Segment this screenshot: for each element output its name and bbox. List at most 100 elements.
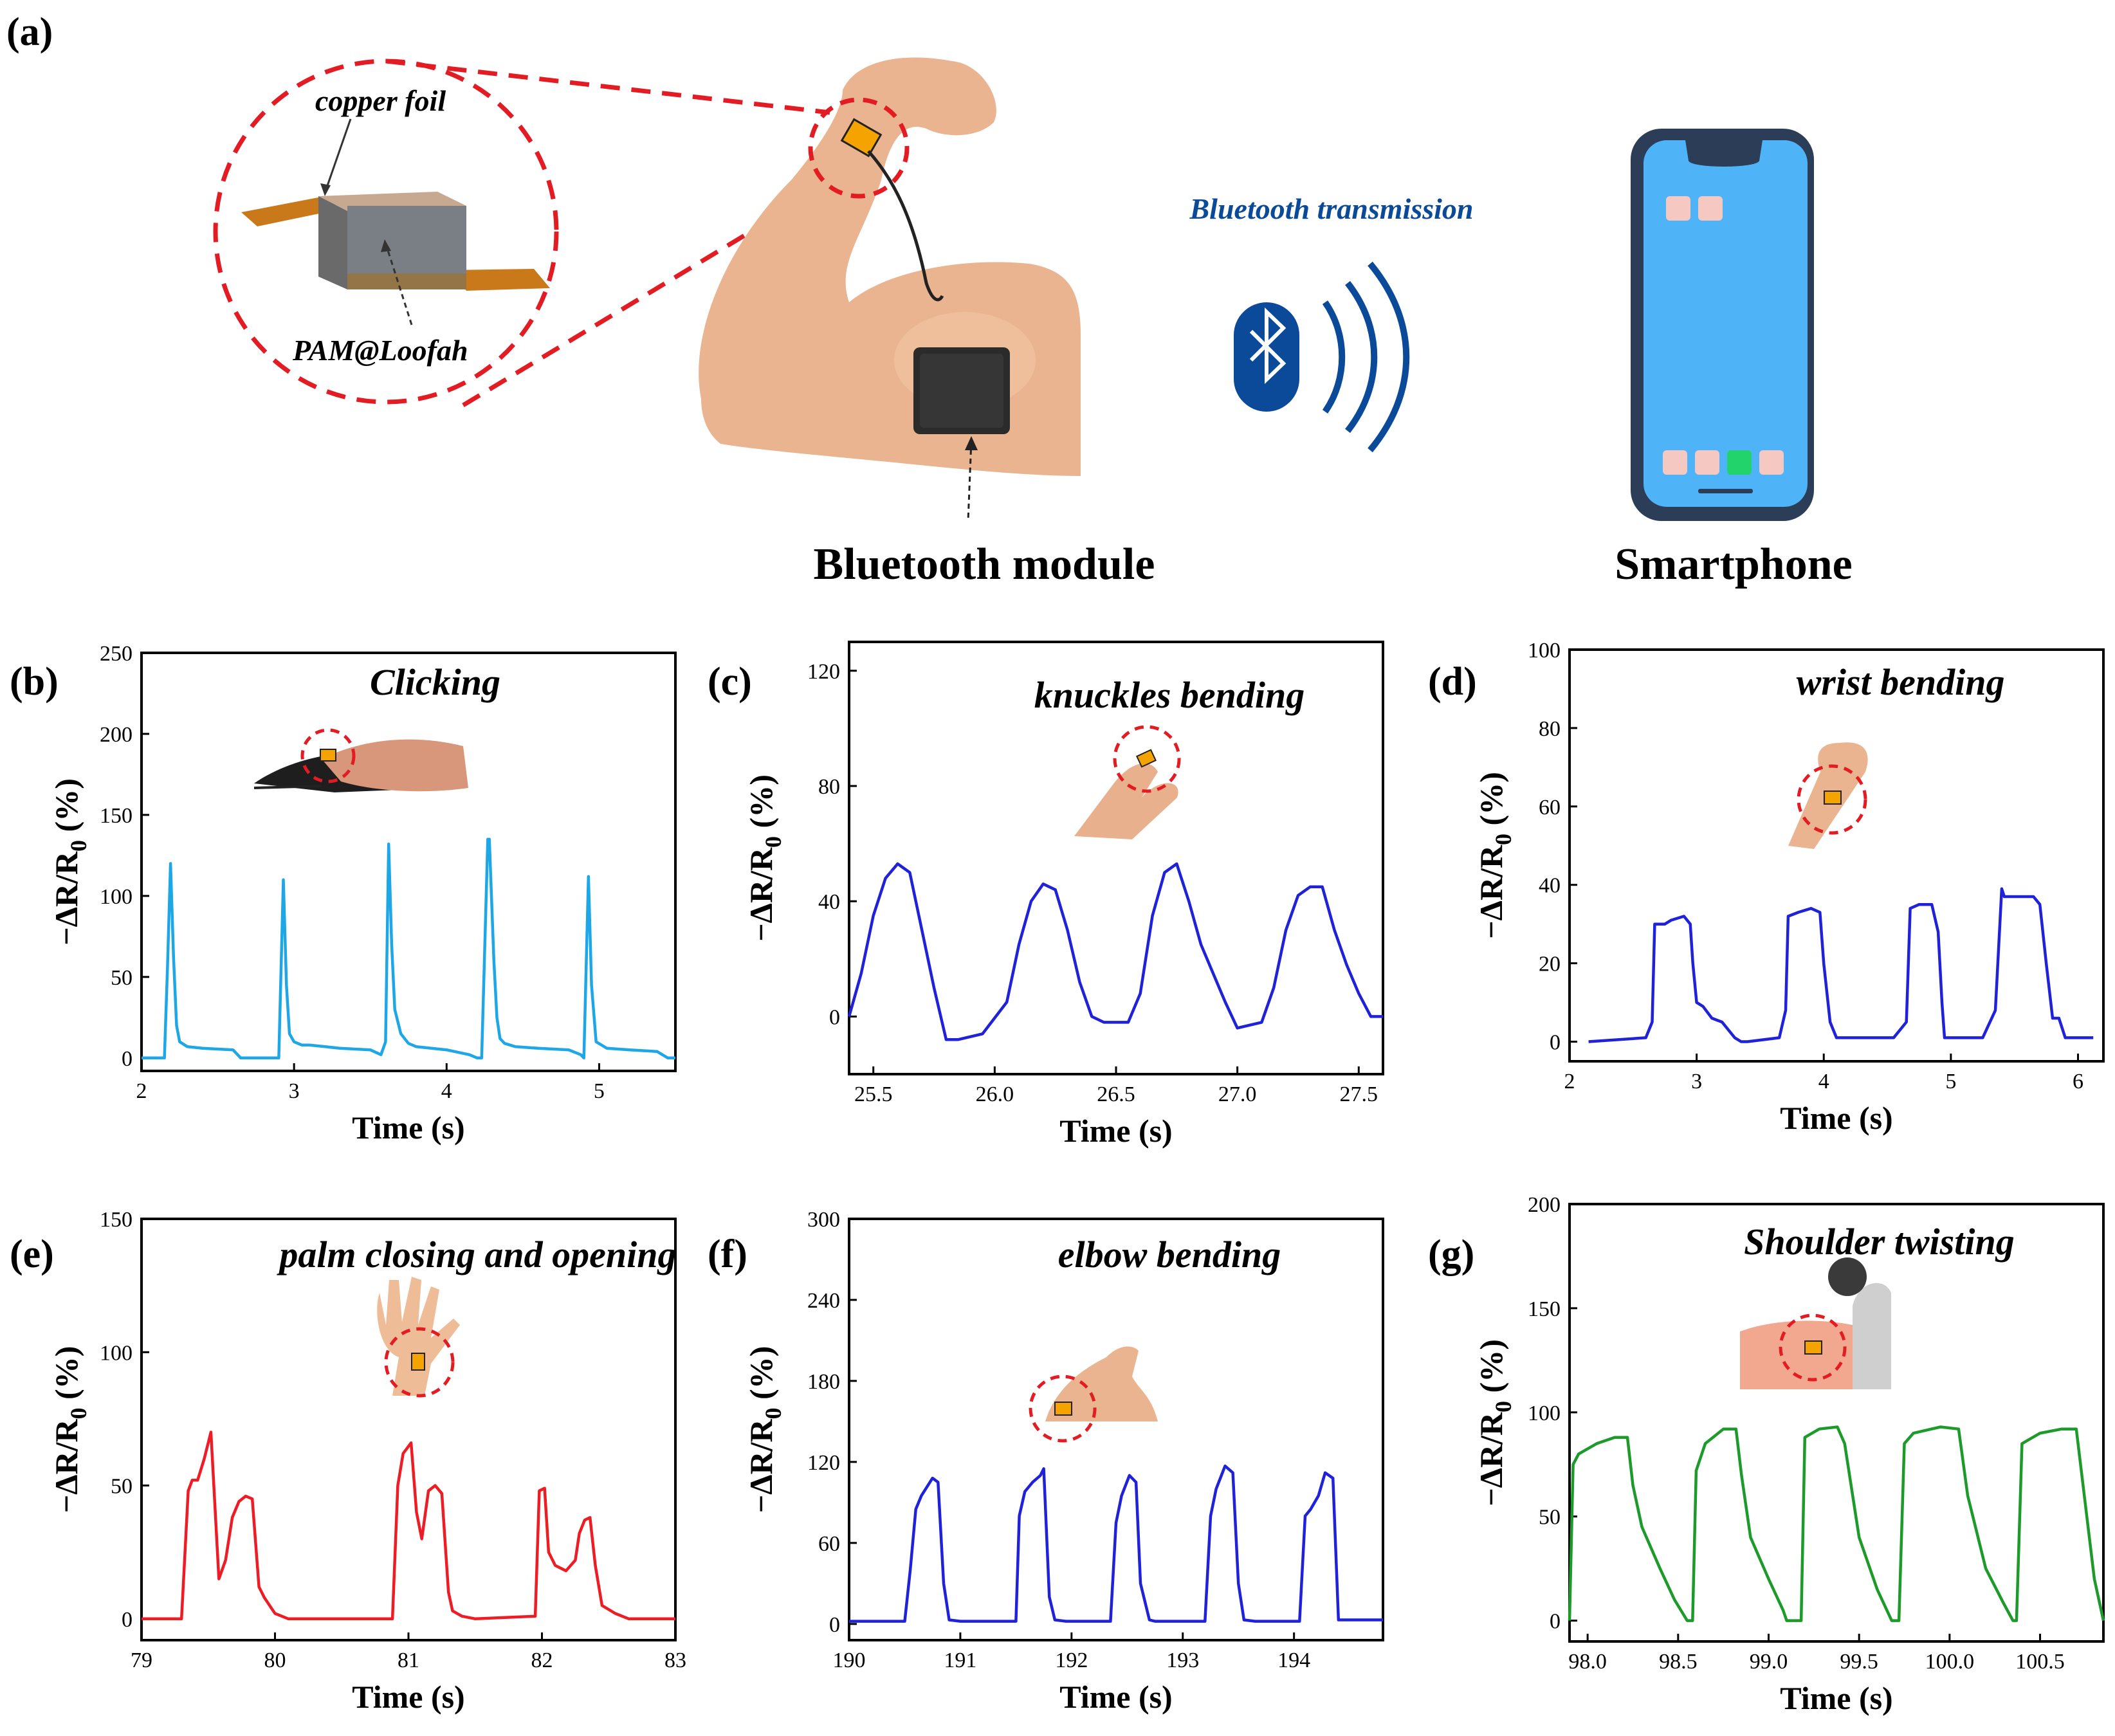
shoulder-shape: [1740, 1320, 1865, 1389]
chart-title: knuckles bending: [1034, 674, 1305, 716]
data-series-line: [849, 1464, 1383, 1623]
y-axis-label-subscript: 0: [760, 836, 786, 848]
y-axis-label-unit: (%): [743, 774, 779, 836]
panel-letter-b: (b): [10, 660, 59, 704]
chart-title: elbow bending: [1058, 1234, 1281, 1275]
y-tick-label: 200: [100, 723, 133, 747]
panel-letter-c: (c): [708, 660, 752, 704]
y-tick-label: 0: [1550, 1031, 1561, 1055]
y-axis-label-unit: (%): [48, 1346, 84, 1408]
x-tick-label: 191: [944, 1649, 976, 1672]
x-tick-label: 99.5: [1840, 1650, 1878, 1674]
x-tick-label: 4: [441, 1079, 452, 1103]
y-tick-label: 100: [100, 1341, 133, 1365]
x-tick-label: 25.5: [854, 1083, 893, 1106]
y-tick-label: 240: [807, 1289, 840, 1313]
dock-icon: [1663, 450, 1687, 475]
x-axis-label: Time (s): [352, 1110, 464, 1146]
loofah-block-base: [347, 273, 466, 289]
chart-f: (f) 190 191 192 193 194 0 60 120 180 240 300 Time (s…: [708, 1208, 1384, 1715]
smartphone-illustration: Smartphone: [1615, 129, 1853, 589]
dock-icon: [1695, 450, 1719, 475]
y-axis-label: −ΔR/R0 (%): [48, 1346, 91, 1513]
x-tick-label: 5: [594, 1079, 605, 1103]
x-tick-label: 80: [264, 1649, 286, 1672]
data-series-line: [1588, 887, 2094, 1043]
copper-foil-right: [450, 269, 550, 291]
x-tick-label: 100.0: [1925, 1650, 1975, 1674]
panel-letter-a: (a): [6, 10, 53, 54]
arm-illustration: Bluetooth module: [699, 57, 1155, 589]
module-arrowhead: [965, 436, 978, 450]
head-shape: [1828, 1257, 1867, 1296]
panel-a: (a) copper foil PAM@Loofah: [6, 10, 1853, 589]
shoulder-dashed-circle: [1779, 1313, 1847, 1382]
y-axis-label: −ΔR/R0 (%): [743, 774, 786, 942]
pam-loofah-arrow: [385, 244, 413, 325]
x-axis-label: Time (s): [1059, 1113, 1172, 1149]
y-axis-label-main: −ΔR/R: [48, 851, 84, 946]
elbow-sensor: [1054, 1402, 1072, 1416]
phone-screen: [1643, 140, 1808, 507]
plot-frame: [848, 1218, 1384, 1641]
x-tick-label: 98.5: [1659, 1650, 1698, 1674]
wrist-inset-dashed-circle: [1797, 764, 1867, 835]
chart-g: (g) 98.0 98.5 99.0 99.5 100.0 100.5 0 50 100 150 20…: [1428, 1193, 2105, 1716]
y-axis-label-main: −ΔR/R: [1473, 845, 1509, 939]
finger-sensor: [1135, 749, 1157, 768]
wrist-inset-sensor: [1824, 790, 1842, 805]
x-tick-label: 99.0: [1750, 1650, 1788, 1674]
y-axis-label-subscript: 0: [66, 840, 91, 852]
y-axis-label-unit: (%): [1473, 772, 1509, 834]
y-axis-label: −ΔR/R0 (%): [1473, 772, 1516, 939]
palm-sensor: [411, 1353, 425, 1371]
copper-foil-arrow: [324, 118, 352, 194]
y-tick-label: 50: [111, 1475, 133, 1499]
y-tick-label: 50: [111, 966, 133, 990]
y-tick-label: 120: [807, 660, 840, 684]
x-tick-label: 26.0: [976, 1083, 1014, 1106]
x-tick-label: 82: [531, 1649, 553, 1672]
bluetooth-transmission: Bluetooth transmission: [1189, 192, 1474, 453]
inset-finger: [1074, 725, 1181, 839]
bluetooth-module-label: Bluetooth module: [814, 540, 1155, 589]
x-axis-label: Time (s): [1780, 1680, 1892, 1716]
y-tick-label: 0: [122, 1047, 133, 1071]
sensor-callout: copper foil PAM@Loofah: [213, 59, 838, 407]
x-tick-label: 79: [131, 1649, 152, 1672]
inset-palm: [377, 1277, 460, 1398]
y-tick-label: 0: [1550, 1610, 1561, 1634]
y-axis-label: −ΔR/R0 (%): [48, 778, 91, 946]
inset-shoulder: [1740, 1257, 1891, 1389]
y-tick-label: 200: [1528, 1193, 1561, 1217]
x-tick-label: 100.5: [2015, 1650, 2065, 1674]
inset-wrist: [1788, 742, 1868, 849]
finger-shape: [1074, 763, 1178, 839]
x-tick-label: 3: [1691, 1070, 1702, 1093]
inset-mouse: [253, 728, 468, 792]
y-tick-label: 0: [829, 1005, 840, 1029]
y-axis-label-subscript: 0: [760, 1407, 786, 1419]
y-tick-label: 20: [1539, 953, 1561, 976]
signal-wave-1: [1322, 300, 1346, 414]
x-axis-label: Time (s): [1059, 1679, 1172, 1715]
y-tick-label: 80: [818, 775, 840, 799]
plot-frame: [1568, 1203, 2105, 1643]
y-tick-label: 120: [807, 1451, 840, 1475]
copper-foil-label: copper foil: [315, 84, 446, 117]
sensor-wire: [867, 150, 944, 302]
bluetooth-module-face: [920, 354, 1003, 428]
app-icon: [1666, 196, 1690, 221]
chart-title: Shoulder twisting: [1744, 1221, 2015, 1263]
panel-letter-f: (f): [708, 1232, 747, 1276]
y-tick-label: 0: [829, 1613, 840, 1637]
data-series-line: [1568, 1425, 2105, 1622]
plot-frame: [140, 1218, 677, 1641]
y-tick-label: 300: [807, 1208, 840, 1232]
panel-letter-g: (g): [1428, 1232, 1474, 1276]
chart-title: palm closing and opening: [276, 1234, 676, 1275]
y-axis-label-unit: (%): [48, 778, 84, 840]
